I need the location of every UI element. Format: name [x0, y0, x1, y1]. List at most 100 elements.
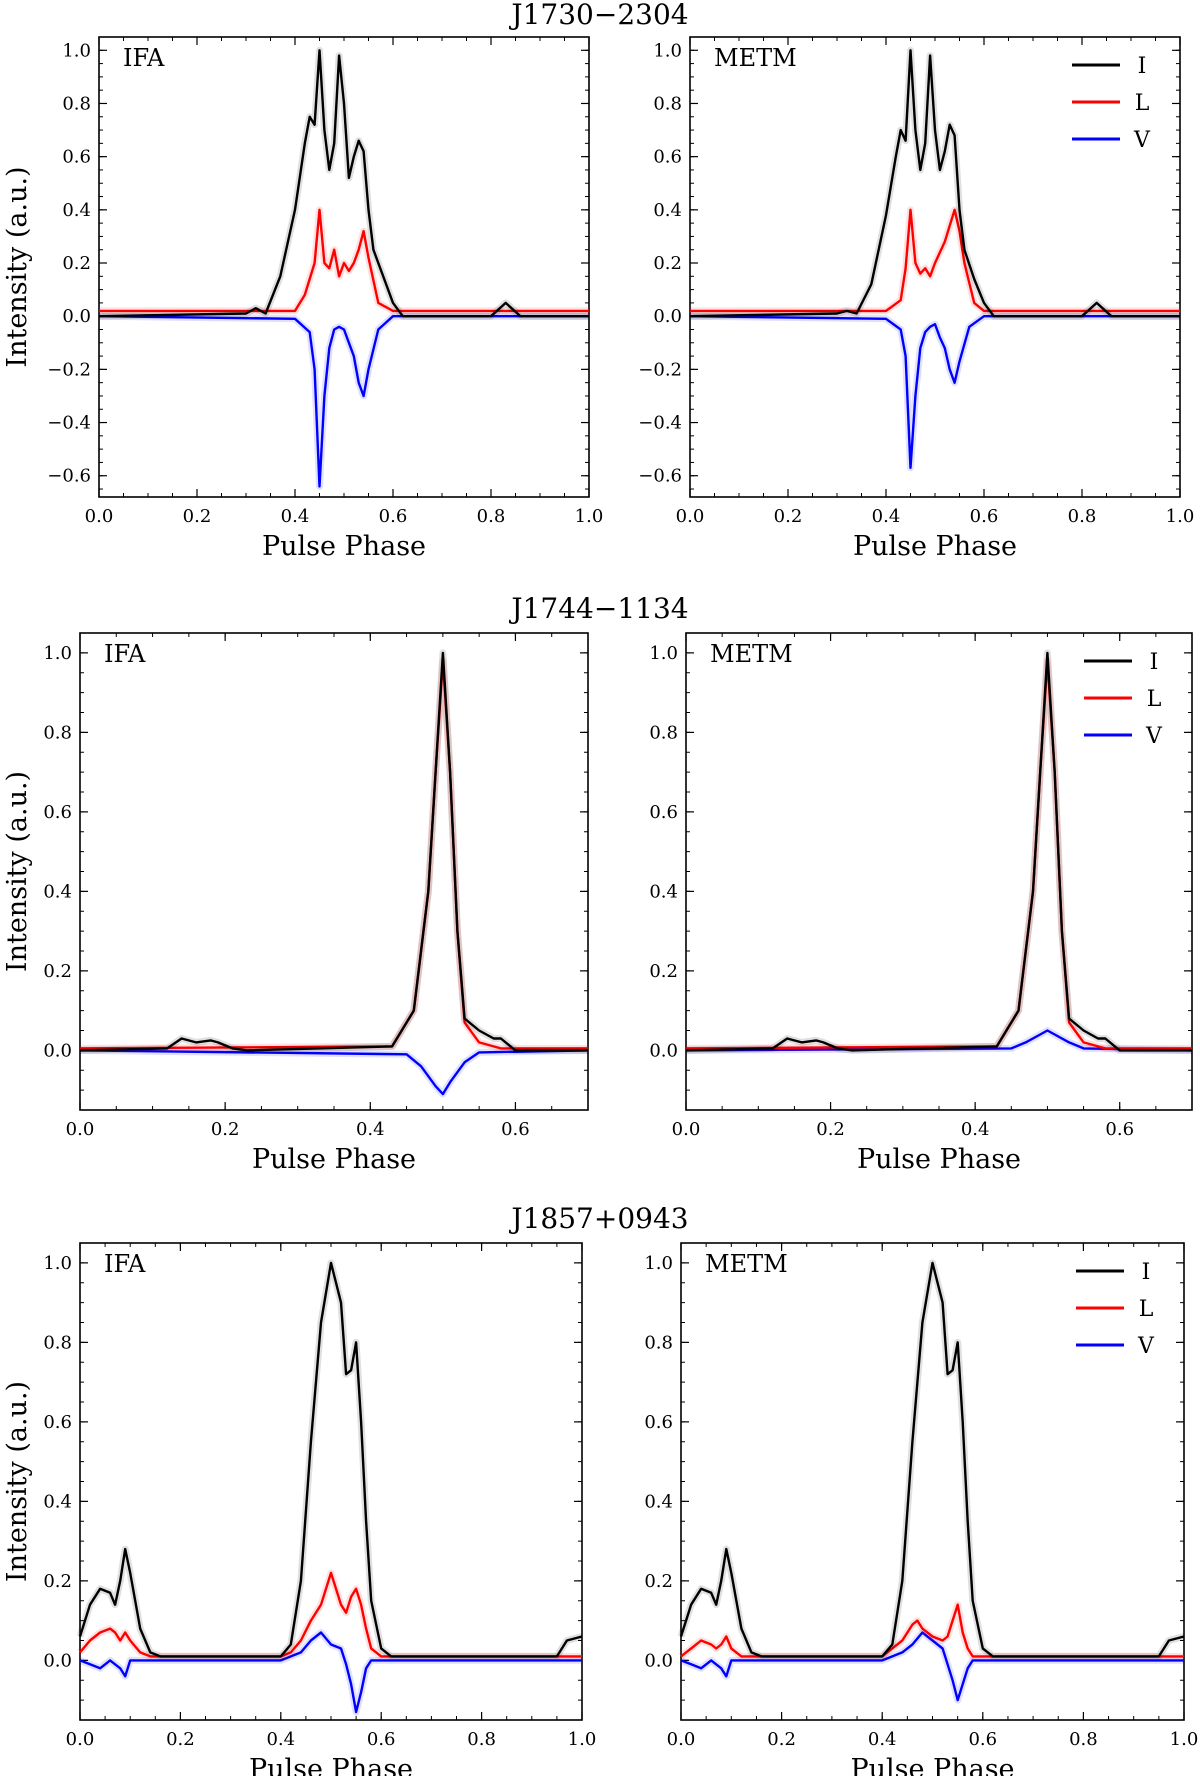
r1-metm-ytick-label: 0.4 — [653, 200, 682, 221]
r3-ifa-series-i-line — [78, 1261, 583, 1658]
r1-metm-legend-label-l: L — [1135, 91, 1150, 116]
r3-metm-series-l-line — [680, 1603, 1184, 1658]
r1-ifa-ytick-label: −0.4 — [47, 413, 91, 434]
r3-ifa-ytick-label: 0.8 — [43, 1332, 72, 1353]
r2-ifa-xtick-label: 0.4 — [356, 1119, 385, 1140]
r1-ifa-ytick-label: 1.0 — [62, 40, 91, 61]
r3-metm-axes-frame — [680, 1242, 1185, 1721]
r2-ifa-series-l-line — [79, 659, 588, 1050]
r1-metm-ytick-label: −0.4 — [638, 413, 682, 434]
r3-ifa-series-v-line — [79, 1631, 582, 1714]
row-1-title: J1730−2304 — [508, 0, 688, 31]
r1-ifa-ytick-label: 0.4 — [62, 200, 91, 221]
r3-metm-series-v-halo — [679, 1629, 1184, 1704]
r2-ifa-series-v-halo — [79, 1046, 589, 1098]
r3-ifa-ytick-label: 1.0 — [43, 1253, 72, 1274]
r1-ifa-series-v-line — [98, 315, 589, 488]
r2-metm-xtick-label: 0.2 — [816, 1119, 845, 1140]
r3-metm-xtick-label: 0.4 — [868, 1729, 897, 1750]
r3-metm-ytick-label: 0.0 — [644, 1650, 673, 1671]
r2-ifa-xtick-label: 0.6 — [501, 1119, 530, 1140]
r3-ifa-xtick-label: 1.0 — [568, 1729, 597, 1750]
r2-ifa-ytick-label: 0.8 — [43, 722, 72, 743]
r3-ifa-series-l-line — [79, 1571, 582, 1658]
r3-metm-panel: 0.0 0.2 0.4 0.6 0.8 1.0 0.0 0.2 0.4 0.6 0.8 1.0 METM… — [644, 1242, 1198, 1776]
r2-metm-panel: 0.0 0.2 0.4 0.6 0.0 0.2 0.4 0.6 0.8 1.0 METM ILV Pul… — [649, 632, 1193, 1175]
r1-ifa-series-l-line — [99, 208, 589, 313]
r1-metm-ytick-label: −0.6 — [638, 466, 682, 487]
r2-ifa-ytick-label: 0.6 — [43, 802, 72, 823]
r3-ifa-xtick-label: 0.0 — [66, 1729, 95, 1750]
r3-ifa-axes-frame — [79, 1242, 583, 1721]
r1-metm-xtick-label: 0.8 — [1068, 506, 1097, 527]
r1-ifa-series-v-halo — [98, 312, 589, 490]
r2-ifa-ytick-label: 0.0 — [43, 1040, 72, 1061]
r1-metm-series-i-line — [689, 49, 1180, 318]
r1-metm-panel: 0.0 0.2 0.4 0.6 0.8 1.0 −0.6 −0.4 −0.2 0.0 0.2 0.4 0… — [638, 36, 1195, 562]
r3-metm-xtick-label: 0.2 — [767, 1729, 796, 1750]
r3-metm-legend-label-v: V — [1137, 1334, 1155, 1359]
r1-ifa-xtick-label: 0.0 — [85, 506, 114, 527]
r3-metm-ytick-label: 1.0 — [644, 1253, 673, 1274]
r3-ifa-ytick-label: 0.6 — [43, 1412, 72, 1433]
r1-ifa-xtick-label: 0.8 — [477, 506, 506, 527]
r1-metm-ytick-label: 0.8 — [653, 93, 682, 114]
r1-metm-ytick-label: 0.0 — [653, 306, 682, 327]
r2-ifa-series-l-halo — [79, 657, 588, 1052]
r1-metm-xlabel: Pulse Phase — [853, 531, 1017, 562]
r1-metm-xtick-label: 0.4 — [872, 506, 901, 527]
r2-metm-series-i-halo — [685, 649, 1192, 1054]
r1-metm-xtick-label: 1.0 — [1166, 506, 1195, 527]
r1-ifa-ytick-label: −0.2 — [47, 359, 91, 380]
r2-ifa-panel-label: IFA — [104, 640, 146, 668]
r3-metm-ytick-label: 0.8 — [644, 1332, 673, 1353]
r3-metm-xtick-label: 0.8 — [1069, 1729, 1098, 1750]
r2-ifa-ytick-label: 0.2 — [43, 961, 72, 982]
r2-ifa-ylabel: Intensity (a.u.) — [2, 771, 33, 972]
r2-ifa-xtick-label: 0.2 — [211, 1119, 240, 1140]
r3-ifa-ytick-label: 0.2 — [43, 1571, 72, 1592]
r2-metm-ytick-label: 1.0 — [649, 643, 678, 664]
r2-metm-series-i-line — [685, 651, 1192, 1052]
r1-metm-xtick-label: 0.6 — [970, 506, 999, 527]
r2-metm-series-l-line — [685, 659, 1192, 1050]
r3-ifa-ytick-label: 0.4 — [43, 1491, 72, 1512]
r2-ifa-series-i-halo — [79, 649, 588, 1054]
r2-metm-ytick-label: 0.0 — [649, 1040, 678, 1061]
r3-ifa-ytick-label: 0.0 — [43, 1650, 72, 1671]
r1-metm-series-v-halo — [689, 312, 1180, 472]
r2-ifa-panel: 0.0 0.2 0.4 0.6 0.0 0.2 0.4 0.6 0.8 1.0 IFA Pulse P… — [2, 632, 589, 1175]
r2-metm-xtick-label: 0.4 — [961, 1119, 990, 1140]
r2-metm-series-v-line — [685, 1029, 1193, 1052]
r1-ifa-series-i-halo — [98, 46, 589, 320]
r3-ifa-series-i-halo — [76, 1259, 583, 1660]
row-3-title: J1857+0943 — [508, 1202, 688, 1235]
r3-metm-series-i-halo — [677, 1259, 1185, 1660]
r1-ifa-ytick-label: 0.0 — [62, 306, 91, 327]
r1-metm-ytick-label: 0.6 — [653, 147, 682, 168]
r1-metm-series-i-halo — [689, 46, 1180, 320]
r3-ifa-xtick-label: 0.8 — [467, 1729, 496, 1750]
r2-metm-xlabel: Pulse Phase — [857, 1144, 1021, 1175]
r2-metm-legend-label-l: L — [1147, 687, 1162, 712]
r2-ifa-ytick-label: 1.0 — [43, 643, 72, 664]
r1-metm-xtick-label: 0.0 — [676, 506, 705, 527]
r1-metm-panel-label: METM — [714, 44, 797, 72]
r2-ifa-series-i-line — [79, 651, 588, 1052]
r3-metm-ytick-label: 0.4 — [644, 1491, 673, 1512]
r1-metm-ytick-label: 0.2 — [653, 253, 682, 274]
r1-ifa-panel-label: IFA — [123, 44, 165, 72]
r3-ifa-panel: 0.0 0.2 0.4 0.6 0.8 1.0 0.0 0.2 0.4 0.6 0.8 1.0 IFA P… — [2, 1242, 597, 1776]
r3-metm-series-l-halo — [678, 1601, 1184, 1660]
row-2-title: J1744−1134 — [508, 592, 688, 625]
r2-metm-legend-label-i: I — [1150, 650, 1159, 675]
r3-metm-ytick-label: 0.2 — [644, 1571, 673, 1592]
r2-metm-ytick-label: 0.8 — [649, 722, 678, 743]
r3-ifa-ylabel: Intensity (a.u.) — [2, 1381, 33, 1582]
r3-metm-xlabel: Pulse Phase — [850, 1754, 1014, 1776]
r2-metm-ytick-label: 0.6 — [649, 802, 678, 823]
r3-metm-ytick-label: 0.6 — [644, 1412, 673, 1433]
r1-metm-legend-label-i: I — [1138, 54, 1147, 79]
r2-metm-legend-label-v: V — [1145, 724, 1163, 749]
